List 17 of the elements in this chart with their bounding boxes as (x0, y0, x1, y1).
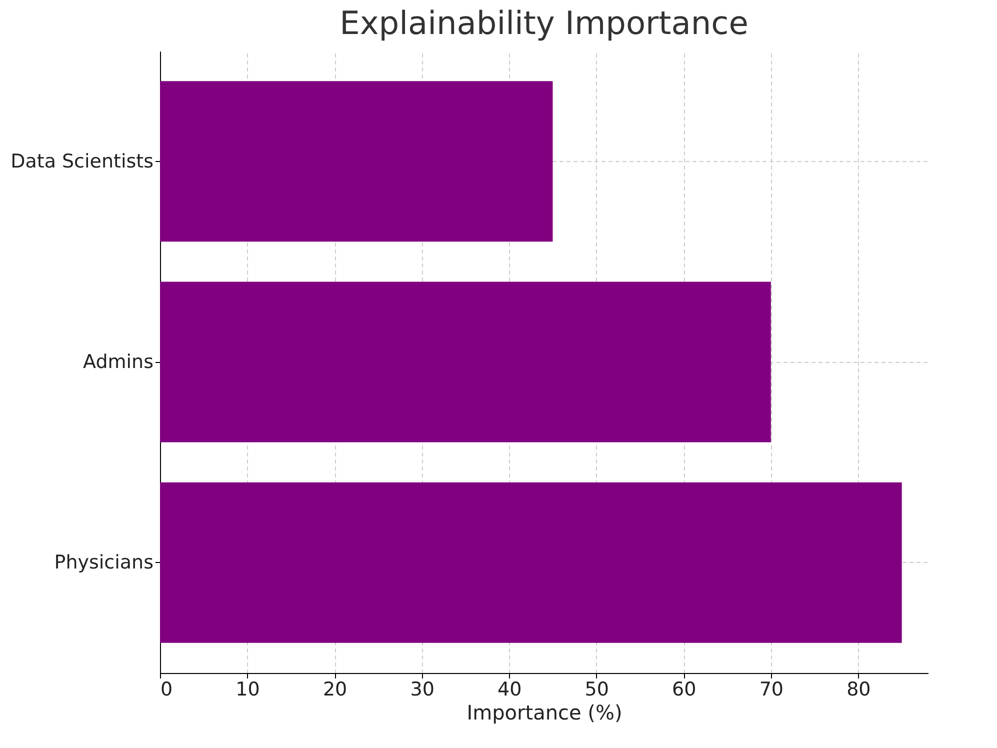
y-tick-label: Data Scientists (10, 150, 154, 172)
x-tick-label: 70 (759, 678, 784, 700)
x-tick-label: 50 (584, 678, 609, 700)
y-tick-label: Physicians (54, 552, 154, 574)
x-tick-label: 80 (846, 678, 871, 700)
x-tick-label: 60 (672, 678, 696, 700)
x-axis-title: Importance (%) (466, 700, 622, 724)
bar (160, 81, 553, 242)
x-tick-label: 0 (160, 678, 173, 700)
x-tick-label: 10 (236, 678, 260, 700)
x-tick-label: 30 (410, 678, 434, 700)
bar (160, 282, 771, 442)
bar (160, 482, 902, 643)
x-tick-label: 40 (497, 678, 522, 700)
x-tick-label: 20 (322, 678, 348, 700)
y-tick-label: Admins (83, 351, 154, 373)
chart-title: Explainability Importance (340, 4, 748, 42)
